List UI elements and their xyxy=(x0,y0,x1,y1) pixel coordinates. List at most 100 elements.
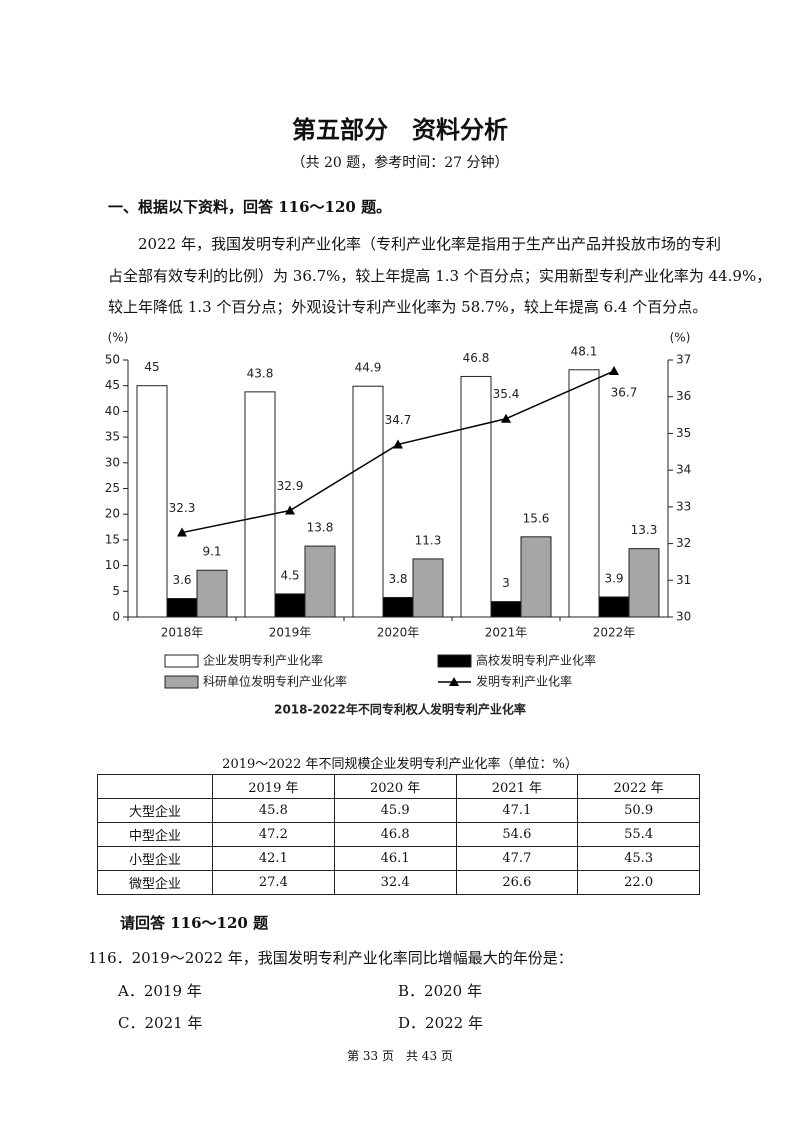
data-label: 3.9 xyxy=(604,571,623,585)
option[interactable]: A．2019 年 xyxy=(118,982,202,1000)
data-label: 34.7 xyxy=(385,413,412,427)
y-tick-label: 35 xyxy=(105,430,120,444)
y2-tick-label: 32 xyxy=(676,536,691,550)
option[interactable]: B．2020 年 xyxy=(398,982,482,1000)
bar xyxy=(304,545,336,618)
column-header: 2021 年 xyxy=(455,774,579,799)
row-label: 小型企业 xyxy=(97,846,213,871)
legend-label: 科研单位发明专利产业化率 xyxy=(203,674,347,689)
data-label: 46.8 xyxy=(463,351,490,365)
x-tick-label: 2018年 xyxy=(161,626,204,640)
chart: (%) (%) 2018-2022年不同专利权人发明专利产业化率 0 5 10 15 2… xyxy=(105,331,692,717)
column-header: 2020 年 xyxy=(333,774,457,799)
data-label: 45 xyxy=(144,360,159,374)
data-label: 3.8 xyxy=(388,572,407,586)
x-tick-label: 2020年 xyxy=(377,626,420,640)
data-label: 4.5 xyxy=(280,568,299,582)
column-header: 2022 年 xyxy=(577,774,700,799)
y-tick-label: 50 xyxy=(105,353,120,367)
option[interactable]: C．2021 年 xyxy=(118,1014,203,1032)
table: 2019 年 2020 年 2021 年 2022 年 大型企业 45.8 45.9 47.… xyxy=(97,774,700,895)
y-tick-label: 10 xyxy=(105,558,120,572)
line-marker xyxy=(609,366,619,376)
data-label: 32.9 xyxy=(277,479,304,493)
y-tick-label: 40 xyxy=(105,404,120,418)
legend-swatch xyxy=(164,675,199,689)
y2-tick-label: 35 xyxy=(676,426,691,440)
bar xyxy=(244,391,276,618)
cell: 46.1 xyxy=(333,846,457,871)
paragraph-line: 较上年降低 1.3 个百分点；外观设计专利产业化率为 58.7%，较上年提高 6… xyxy=(108,298,708,316)
cell: 55.4 xyxy=(577,822,700,847)
corner-cell xyxy=(97,774,213,799)
table-title: 2019～2022 年不同规模企业发明专利产业化率（单位：%） xyxy=(222,757,578,772)
legend-swatch xyxy=(164,654,199,668)
y2-tick-label: 37 xyxy=(676,353,691,367)
legend-label: 高校发明专利产业化率 xyxy=(476,653,596,668)
cell: 47.2 xyxy=(212,822,335,847)
y-tick-label: 20 xyxy=(105,507,120,521)
bar xyxy=(628,548,660,618)
data-label: 32.3 xyxy=(169,501,196,515)
bar xyxy=(274,593,306,618)
row-label: 大型企业 xyxy=(97,798,213,823)
line-marker xyxy=(501,413,511,423)
data-label: 13.8 xyxy=(307,521,334,535)
bar xyxy=(490,601,522,618)
option[interactable]: D．2022 年 xyxy=(398,1014,483,1032)
legend-marker xyxy=(449,677,459,686)
chart-title: 2018-2022年不同专利权人发明专利产业化率 xyxy=(274,702,526,717)
data-label: 9.1 xyxy=(202,545,221,559)
y2-tick-label: 36 xyxy=(676,389,691,403)
paragraph-line: 占全部有效专利的比例）为 36.7%，较上年提高 1.3 个百分点；实用新型专利… xyxy=(108,267,772,285)
data-label: 48.1 xyxy=(571,344,598,358)
cell: 47.7 xyxy=(455,846,579,871)
line-marker xyxy=(393,439,403,449)
cell: 45.9 xyxy=(333,798,457,823)
column-header: 2019 年 xyxy=(212,774,335,799)
y-axis-label: (%) xyxy=(108,331,129,345)
x-tick-label: 2019年 xyxy=(269,626,312,640)
data-label: 3.6 xyxy=(172,573,191,587)
y-tick-label: 5 xyxy=(112,584,120,598)
data-label: 11.3 xyxy=(415,533,442,547)
data-label: 15.6 xyxy=(523,511,550,525)
bar xyxy=(460,375,492,618)
y-tick-label: 15 xyxy=(105,532,120,546)
bar xyxy=(352,385,384,618)
y-tick-label: 25 xyxy=(105,481,120,495)
footer: 第 33 页 共 43 页 xyxy=(347,1049,453,1063)
table-header: 2019 年 2020 年 2021 年 2022 年 xyxy=(97,774,700,799)
data-label: 36.7 xyxy=(611,386,638,400)
data-label: 13.3 xyxy=(631,523,658,537)
question: 116．2019～2022 年，我国发明专利产业化率同比增幅最大的年份是： xyxy=(88,949,573,967)
legend-swatch xyxy=(437,654,472,668)
data-label: 3 xyxy=(502,576,510,590)
legend-label: 发明专利产业化率 xyxy=(476,674,572,689)
y-tick-label: 45 xyxy=(105,378,120,392)
y2-axis-label: (%) xyxy=(670,331,691,345)
legend-label: 企业发明专利产业化率 xyxy=(203,653,323,668)
cell: 47.1 xyxy=(455,798,579,823)
subtitle: （共 20 题，参考时间：27 分钟） xyxy=(291,155,509,171)
cell: 42.1 xyxy=(212,846,335,871)
data-label: 44.9 xyxy=(355,361,382,375)
y2-tick-label: 30 xyxy=(676,610,691,624)
cell: 27.4 xyxy=(212,870,335,895)
bar xyxy=(568,369,600,618)
cell: 45.8 xyxy=(212,798,335,823)
cell: 54.6 xyxy=(455,822,579,847)
row-label: 中型企业 xyxy=(97,822,213,847)
y-tick-label: 0 xyxy=(112,610,120,624)
bar xyxy=(196,569,228,618)
cell: 26.6 xyxy=(455,870,579,895)
bar xyxy=(136,385,168,618)
line-marker xyxy=(285,505,295,515)
line-marker xyxy=(177,527,187,537)
cell: 32.4 xyxy=(333,870,457,895)
cell: 45.3 xyxy=(577,846,700,871)
row-label: 微型企业 xyxy=(97,870,213,895)
y2-tick-label: 33 xyxy=(676,499,691,513)
data-label: 43.8 xyxy=(247,366,274,380)
